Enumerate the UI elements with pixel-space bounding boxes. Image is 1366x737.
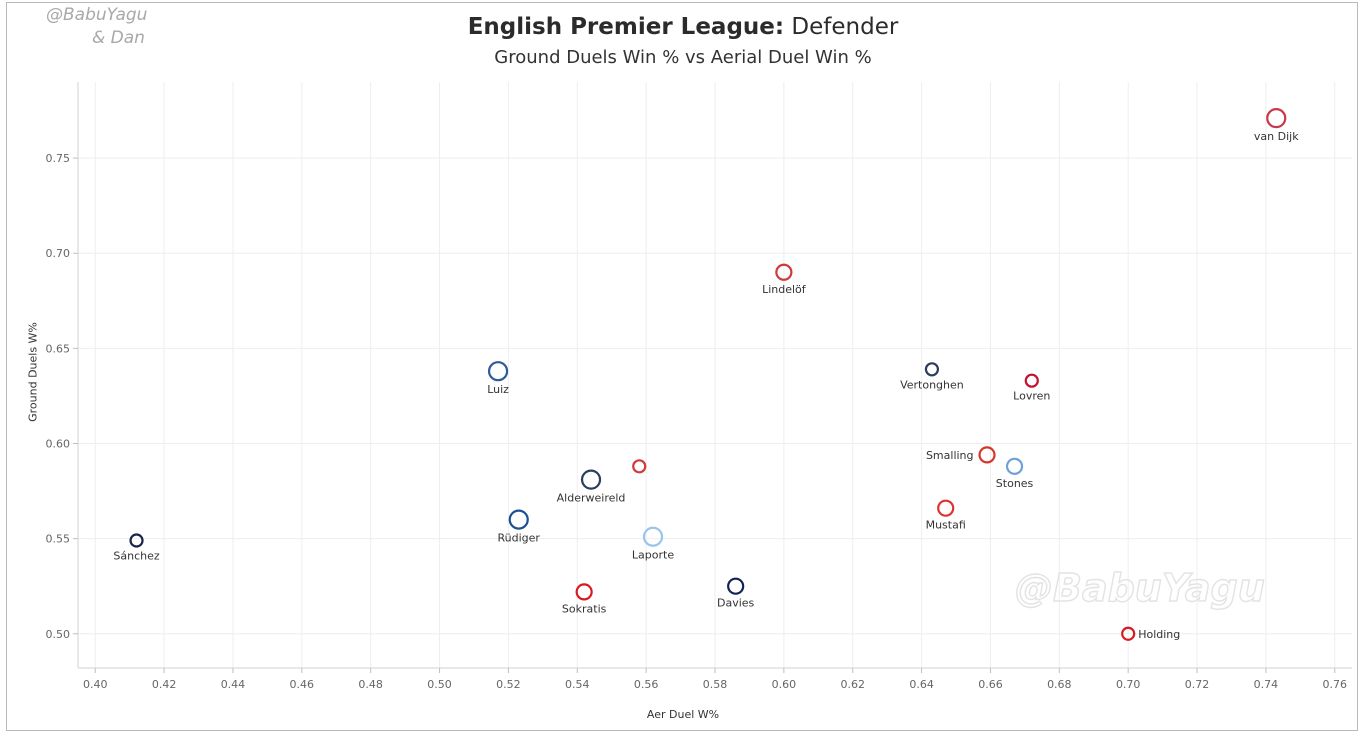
y-tick-label: 0.50 <box>46 628 71 641</box>
x-tick-label: 0.50 <box>427 678 452 691</box>
y-tick-label: 0.75 <box>46 152 71 165</box>
y-tick-label: 0.55 <box>46 533 71 546</box>
data-point-label: Alderweireld <box>557 492 626 505</box>
data-point-label: Laporte <box>632 549 674 562</box>
data-point[interactable] <box>129 533 144 548</box>
data-point[interactable] <box>575 583 593 601</box>
chart-subtitle: Ground Duels Win % vs Aerial Duel Win % <box>494 47 872 68</box>
credit-text: @BabuYagu & Dan <box>46 4 147 50</box>
data-point-label: Sokratis <box>562 602 607 615</box>
data-point-label: Sánchez <box>113 550 159 563</box>
data-point-label: Lindelöf <box>762 283 807 296</box>
x-tick-label: 0.68 <box>1047 678 1072 691</box>
x-tick-label: 0.44 <box>221 678 246 691</box>
y-tick-label: 0.60 <box>46 437 71 450</box>
x-tick-label: 0.76 <box>1323 678 1348 691</box>
x-tick-label: 0.42 <box>152 678 177 691</box>
data-point-label: Rüdiger <box>498 532 541 545</box>
data-point-label: Davies <box>717 597 755 610</box>
x-tick-label: 0.54 <box>565 678 590 691</box>
x-tick-label: 0.72 <box>1185 678 1210 691</box>
data-points: van Dijk Lindelöf Luiz Vertonghen Lovren Smal… <box>113 108 1299 641</box>
data-point[interactable] <box>642 526 664 547</box>
data-point-label: Lovren <box>1013 390 1050 403</box>
data-point-label: Mustafi <box>926 519 966 532</box>
data-point[interactable] <box>924 362 940 377</box>
y-axis-label: Ground Duels W% <box>26 322 40 422</box>
data-point-label: Holding <box>1138 628 1180 641</box>
data-point-label: van Dijk <box>1254 130 1299 143</box>
chart-frame <box>6 2 1358 731</box>
data-point[interactable] <box>632 459 647 474</box>
grid-lines <box>78 82 1352 668</box>
watermark: @BabuYagu <box>1015 566 1265 610</box>
data-point[interactable] <box>487 361 509 382</box>
x-tick-label: 0.74 <box>1254 678 1279 691</box>
x-tick-label: 0.64 <box>909 678 934 691</box>
x-tick-label: 0.40 <box>83 678 108 691</box>
data-point[interactable] <box>508 509 529 530</box>
data-point[interactable] <box>937 499 955 517</box>
x-tick-label: 0.58 <box>703 678 728 691</box>
data-point-label: Stones <box>996 477 1034 490</box>
x-axis-label: Aer Duel W% <box>646 708 720 721</box>
data-point[interactable] <box>1005 457 1024 475</box>
chart-title-bold: English Premier League: <box>467 14 785 40</box>
data-point-label: Smalling <box>926 449 974 462</box>
x-tick-label: 0.60 <box>772 678 797 691</box>
data-point[interactable] <box>1024 373 1039 388</box>
chart-title: English Premier League: Defender <box>0 14 1366 40</box>
data-point-label: Luiz <box>487 383 509 396</box>
data-point[interactable] <box>775 263 793 281</box>
x-tick-label: 0.70 <box>1116 678 1141 691</box>
credit-line-1: @BabuYagu <box>46 5 148 25</box>
y-tick-label: 0.70 <box>46 247 71 260</box>
credit-line-2: & Dan <box>92 28 145 48</box>
y-tick-label: 0.65 <box>46 342 71 355</box>
x-tick-label: 0.46 <box>290 678 315 691</box>
x-tick-label: 0.62 <box>840 678 865 691</box>
x-tick-label: 0.56 <box>634 678 659 691</box>
data-point[interactable] <box>580 469 602 490</box>
data-point[interactable] <box>1266 108 1287 129</box>
chart-title-rest: Defender <box>784 14 899 40</box>
x-tick-label: 0.52 <box>496 678 521 691</box>
data-point[interactable] <box>978 446 996 464</box>
x-tick-label: 0.66 <box>978 678 1003 691</box>
data-point[interactable] <box>727 577 745 595</box>
axes: 0.40 0.42 0.44 0.46 0.48 0.50 0.52 0.54 0.56 0.58… <box>46 82 1352 691</box>
x-tick-label: 0.48 <box>358 678 383 691</box>
data-point-label: Vertonghen <box>900 378 964 391</box>
data-point[interactable] <box>1121 626 1136 641</box>
